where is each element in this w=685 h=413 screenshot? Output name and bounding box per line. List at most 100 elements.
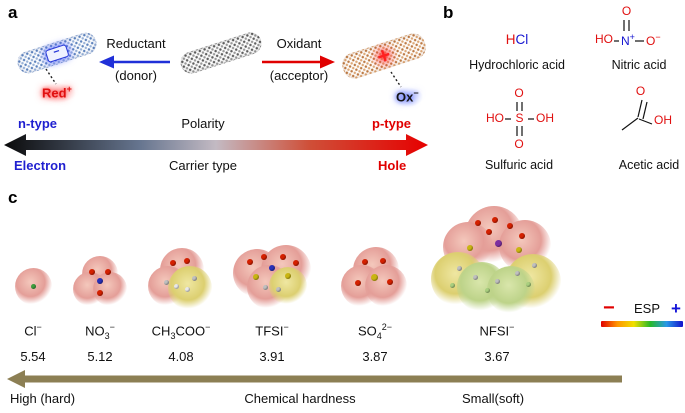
atom-dot (486, 229, 492, 235)
anion-formula-no3: NO3− (85, 322, 115, 341)
hardness-value-so4: 3.87 (362, 349, 388, 364)
acetic-oh: OH (654, 113, 672, 127)
nitric-o-right: O− (646, 32, 661, 48)
atom-dot (253, 274, 259, 280)
atom-dot (473, 275, 478, 280)
panel-a-label: a (8, 3, 18, 22)
atom-dot (170, 260, 176, 266)
hcl-formula: HCl (505, 32, 529, 47)
esp-map-tfsi (233, 245, 311, 309)
n-doped-nanotube: − (14, 29, 100, 77)
anion-formula-nfsi: NFSI− (479, 322, 515, 339)
reductant-label: Reductant (106, 36, 166, 51)
atom-dot (263, 285, 268, 290)
atom-dot (97, 290, 103, 296)
esp-map-acetate (148, 248, 212, 310)
nitric-acid-name: Nitric acid (611, 58, 667, 72)
red-plus-label: Red+ (38, 83, 76, 103)
atom-dot (164, 280, 169, 285)
hardness-axis-label: Chemical hardness (244, 391, 356, 406)
esp-lobe (365, 265, 407, 307)
anion-formula-so4: SO42− (357, 322, 393, 341)
atom-dot (280, 254, 286, 260)
atom-dot (89, 269, 95, 275)
atom-dot (495, 279, 500, 284)
carrier-type-gradient-arrow (4, 134, 428, 156)
acetic-acid-bonds (621, 99, 653, 131)
esp-label: ESP (634, 301, 661, 316)
reductant-arrow (99, 55, 170, 69)
plus-symbol-glyph: + (373, 41, 394, 70)
atom-dot (450, 283, 455, 288)
atom-dot (380, 258, 386, 264)
electron-label: Electron (14, 158, 67, 173)
atom-dot (105, 269, 111, 275)
nitric-n: N+ (621, 32, 635, 48)
carrier-type-label: Carrier type (169, 158, 237, 173)
atom-dot (467, 245, 473, 251)
esp-map-nfsi (431, 206, 561, 314)
esp-lobe (93, 272, 127, 306)
acetic-acid-name: Acetic acid (618, 158, 680, 172)
nitric-ho: HO (595, 32, 613, 46)
polarity-label: Polarity (181, 116, 225, 131)
panel-b-label: b (443, 3, 454, 22)
hardness-high-label: High (hard) (10, 391, 76, 406)
nitric-o-top: O (621, 4, 632, 18)
atom-dot (31, 284, 36, 289)
red-dotted-connector (45, 68, 57, 85)
atom-dot (247, 259, 253, 265)
minus-symbol-icon: − (44, 43, 70, 63)
atom-dot (355, 280, 361, 286)
hardness-value-ch3coo: 4.08 (168, 349, 194, 364)
hardness-value-cl: 5.54 (20, 349, 46, 364)
pristine-nanotube (177, 29, 265, 77)
p-doped-nanotube: + (339, 30, 429, 82)
esp-map-chloride (15, 268, 52, 305)
esp-positive-symbol: + (671, 299, 681, 318)
p-type-label: p-type (372, 116, 411, 131)
atom-dot (97, 278, 103, 284)
oxidant-arrow (262, 55, 335, 69)
oxidant-label: Oxidant (276, 36, 322, 51)
esp-map-nitrate (73, 256, 127, 306)
acetic-o: O (635, 84, 646, 98)
atom-dot (475, 220, 481, 226)
atom-dot (185, 287, 190, 292)
atom-dot (507, 223, 513, 229)
atom-dot (276, 287, 281, 292)
atom-dot (457, 266, 462, 271)
atom-dot (184, 258, 190, 264)
esp-colorbar (601, 321, 683, 327)
anion-formula-tfsi: TFSI− (255, 322, 289, 339)
atom-dot (516, 247, 522, 253)
panel-c-label: c (8, 188, 18, 207)
anion-formula-ch3coo: CH3COO− (151, 322, 211, 341)
sulfuric-acid-name: Sulfuric acid (484, 158, 554, 172)
hardness-value-nfsi: 3.67 (484, 349, 510, 364)
atom-dot (285, 273, 291, 279)
donor-label: (donor) (115, 68, 157, 83)
esp-lobe (487, 266, 535, 314)
sulfuric-s: S (515, 111, 524, 125)
atom-dot (495, 240, 502, 247)
sulfuric-o-top: O (514, 86, 524, 100)
minus-symbol-glyph: − (51, 45, 62, 59)
sulfuric-oh: OH (536, 111, 554, 125)
atom-dot (371, 274, 378, 281)
esp-negative-symbol: − (603, 297, 615, 319)
atom-dot (293, 260, 299, 266)
atom-dot (362, 259, 368, 265)
esp-map-sulfate (341, 247, 407, 307)
hardness-arrow (7, 370, 622, 388)
atom-dot (485, 288, 490, 293)
ox-minus-label: Ox− (392, 87, 423, 107)
hardness-value-tfsi: 3.91 (259, 349, 285, 364)
n-type-label: n-type (18, 116, 57, 131)
atom-dot (261, 254, 267, 260)
hydrochloric-acid-name: Hydrochloric acid (469, 58, 565, 72)
atom-dot (492, 217, 498, 223)
atom-dot (515, 271, 520, 276)
hardness-value-no3: 5.12 (87, 349, 113, 364)
